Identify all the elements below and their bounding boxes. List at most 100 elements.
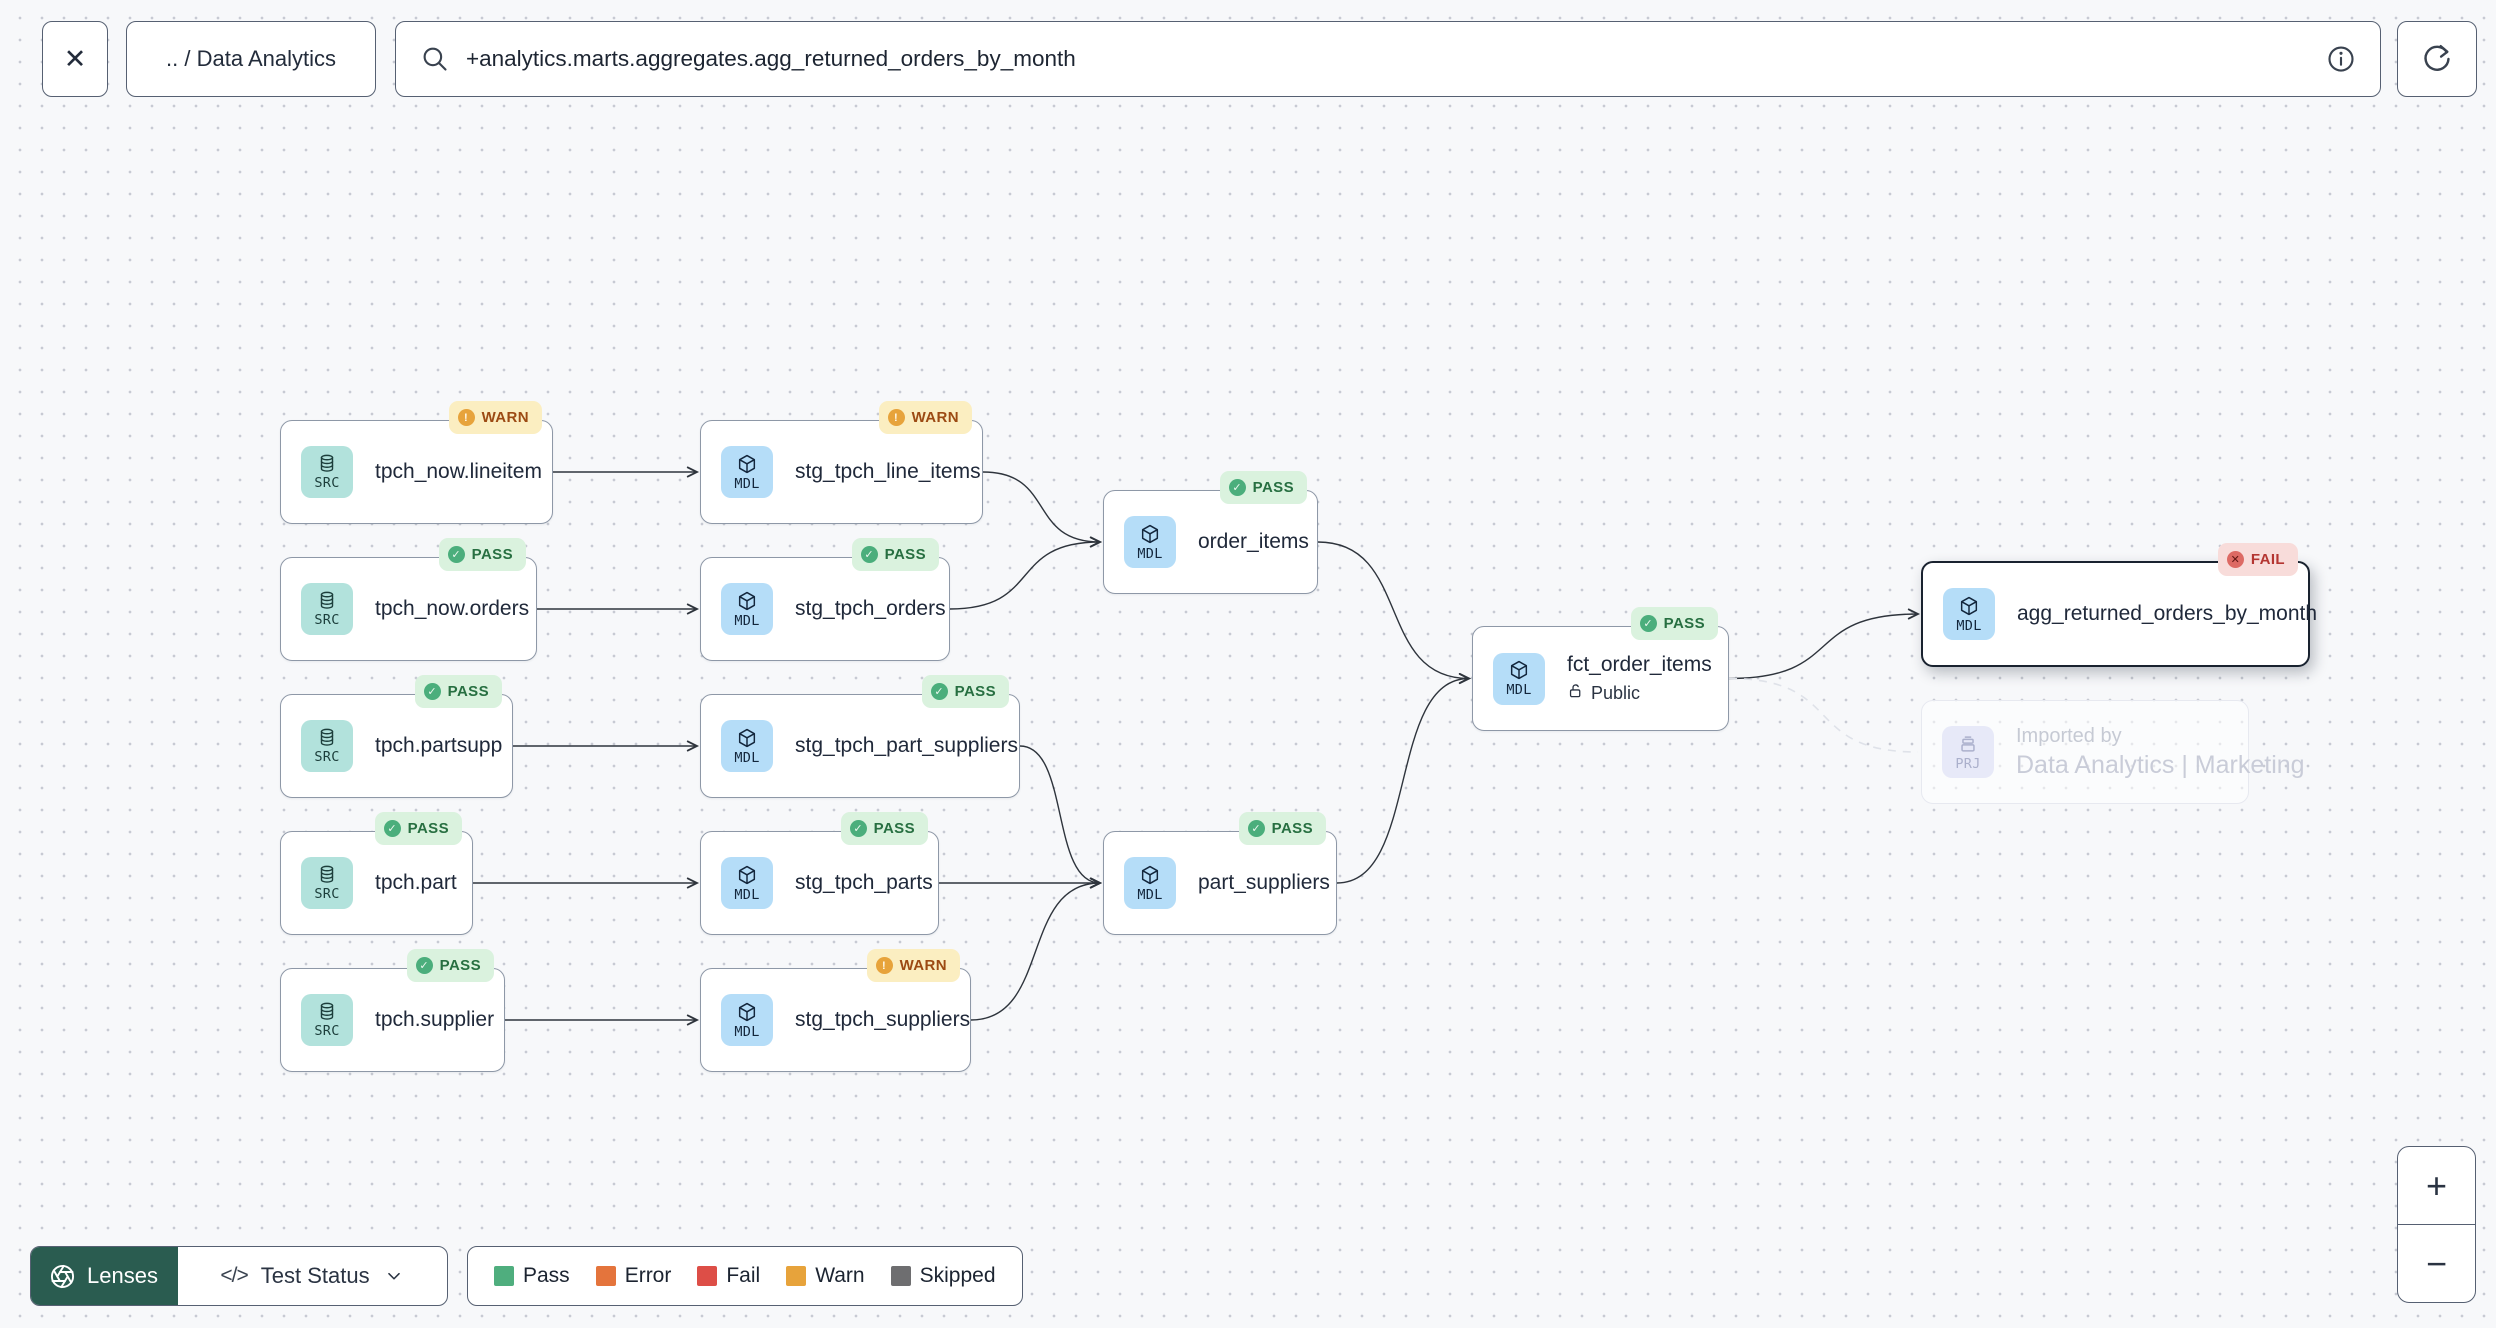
node-type-label: MDL <box>734 886 760 903</box>
legend-swatch <box>786 1266 807 1286</box>
node-type-label: SRC <box>314 475 340 491</box>
status-dot-icon: ✓ <box>860 546 878 563</box>
close-button[interactable]: ✕ <box>42 21 108 97</box>
edge <box>1336 672 1472 884</box>
legend-item: Warn <box>786 1264 865 1288</box>
node-text: stg_tpch_part_suppliers <box>795 734 1018 758</box>
node-type-label: MDL <box>1137 886 1163 903</box>
info-icon[interactable] <box>2326 44 2356 74</box>
edge <box>982 471 1103 548</box>
node-type-label: MDL <box>1137 545 1163 562</box>
node-type-label: MDL <box>1506 682 1532 698</box>
model-cube-icon: MDL <box>1493 652 1545 705</box>
node-body: SRC tpch_now.orders <box>281 558 536 660</box>
test-status-badge-pass: ✓ PASS <box>414 675 502 708</box>
edge <box>970 877 1103 1021</box>
node-body: MDL stg_tpch_orders <box>701 558 949 660</box>
node-stg_tpch_parts[interactable]: ✓ PASS MDL stg_tpch_parts <box>700 812 939 935</box>
node-stg_tpch_part_suppliers[interactable]: ✓ PASS MDL stg_tpch_part_suppliers <box>700 675 1020 798</box>
node-text: stg_tpch_orders <box>795 597 946 621</box>
edge <box>949 536 1103 610</box>
lenses-button[interactable]: Lenses <box>31 1247 178 1305</box>
unlock-icon <box>1567 682 1584 705</box>
node-tpch_part[interactable]: ✓ PASS SRC tpch.part <box>280 812 473 935</box>
legend-item: Error <box>595 1264 672 1288</box>
access-label: Public <box>1567 682 1712 705</box>
legend-item: Skipped <box>890 1264 996 1288</box>
node-type-label: MDL <box>734 612 760 629</box>
imported-by-label: Imported by <box>2016 724 2122 747</box>
node-body: MDL stg_tpch_parts <box>701 832 938 934</box>
node-type-label: SRC <box>314 612 340 628</box>
node-body: MDL part_suppliers <box>1104 832 1336 934</box>
node-title: stg_tpch_part_suppliers <box>795 734 1018 757</box>
node-imported_by_project[interactable]: PRJ Imported by Data Analytics | Marketing <box>1921 700 2305 804</box>
node-tpch_now_orders[interactable]: ✓ PASS SRC tpch_now.orders <box>280 538 537 661</box>
refresh-button[interactable] <box>2397 21 2477 97</box>
node-stg_tpch_line_items[interactable]: ! WARN MDL stg_tpch_line_items <box>700 401 983 524</box>
node-title: stg_tpch_line_items <box>795 460 981 483</box>
model-cube-icon: MDL <box>1124 516 1176 568</box>
aperture-icon <box>50 1264 75 1288</box>
database-icon: SRC <box>301 994 353 1046</box>
legend-label: Error <box>624 1264 672 1287</box>
badge-label: PASS <box>1271 820 1313 837</box>
breadcrumb[interactable]: .. / Data Analytics <box>126 21 376 97</box>
node-fct_order_items[interactable]: ✓ PASS MDL fct_order_items Public <box>1472 607 1729 731</box>
test-status-badge-pass: ✓ PASS <box>851 538 939 571</box>
status-dot-icon: ✓ <box>930 683 948 700</box>
node-stg_tpch_orders[interactable]: ✓ PASS MDL stg_tpch_orders <box>700 538 950 661</box>
selected-lens-label: Test Status <box>260 1263 370 1288</box>
test-status-badge-pass: ✓ PASS <box>374 812 462 845</box>
node-stg_tpch_suppliers[interactable]: ! WARN MDL stg_tpch_suppliers <box>700 949 971 1072</box>
badge-label: PASS <box>407 820 449 837</box>
node-text: Imported by Data Analytics | Marketing <box>2016 725 2305 780</box>
node-agg_returned_orders_by_month[interactable]: ✕ FAIL MDL agg_returned_orders_by_month <box>1921 543 2317 667</box>
refresh-icon <box>2424 44 2450 71</box>
node-title: tpch.partsupp <box>375 734 503 757</box>
node-body: SRC tpch.supplier <box>281 969 504 1071</box>
node-tpch_partsupp[interactable]: ✓ PASS SRC tpch.partsupp <box>280 675 513 798</box>
badge-label: PASS <box>1663 615 1705 632</box>
status-dot-icon: ✕ <box>2226 551 2244 568</box>
status-dot-icon: ✓ <box>383 820 401 837</box>
node-text: fct_order_items Public <box>1567 653 1712 705</box>
status-dot-icon: ! <box>457 409 475 426</box>
status-dot-icon: ✓ <box>849 820 867 837</box>
database-icon: SRC <box>301 857 353 909</box>
node-tpch_now_lineitem[interactable]: ! WARN SRC tpch_now.lineitem <box>280 401 553 524</box>
model-cube-icon: MDL <box>721 994 773 1046</box>
close-icon: ✕ <box>63 43 87 74</box>
legend-label: Pass <box>523 1264 570 1287</box>
node-type-label: MDL <box>734 1023 760 1040</box>
node-tpch_supplier[interactable]: ✓ PASS SRC tpch.supplier <box>280 949 505 1072</box>
node-part_suppliers[interactable]: ✓ PASS MDL part_suppliers <box>1103 812 1337 935</box>
zoom-out-button[interactable]: − <box>2398 1225 2475 1302</box>
node-title: tpch.supplier <box>375 1008 495 1031</box>
node-text: tpch.partsupp <box>375 734 502 758</box>
search-bar[interactable] <box>395 21 2381 97</box>
project-icon: PRJ <box>1942 726 1994 778</box>
node-text: order_items <box>1198 530 1309 554</box>
test-status-badge-warn: ! WARN <box>448 401 542 434</box>
zoom-in-button[interactable]: + <box>2398 1147 2475 1225</box>
lenses-label: Lenses <box>87 1263 158 1288</box>
legend-item: Fail <box>697 1264 760 1288</box>
lens-selector-dropdown[interactable]: </> Test Status <box>178 1247 447 1305</box>
status-dot-icon: ✓ <box>1228 479 1246 496</box>
legend-swatch <box>697 1266 718 1286</box>
node-text: tpch.part <box>375 871 457 895</box>
node-order_items[interactable]: ✓ PASS MDL order_items <box>1103 471 1318 594</box>
badge-label: PASS <box>471 546 513 563</box>
search-input[interactable] <box>466 46 2310 72</box>
badge-label: WARN <box>899 957 947 974</box>
test-status-badge-warn: ! WARN <box>866 949 960 982</box>
node-body: SRC tpch.partsupp <box>281 695 512 797</box>
node-body: MDL agg_returned_orders_by_month <box>1923 563 2317 665</box>
badge-label: FAIL <box>2250 551 2285 568</box>
node-title: stg_tpch_orders <box>795 597 946 620</box>
node-title: part_suppliers <box>1198 871 1330 894</box>
badge-label: PASS <box>447 683 489 700</box>
badge-label: PASS <box>954 683 996 700</box>
